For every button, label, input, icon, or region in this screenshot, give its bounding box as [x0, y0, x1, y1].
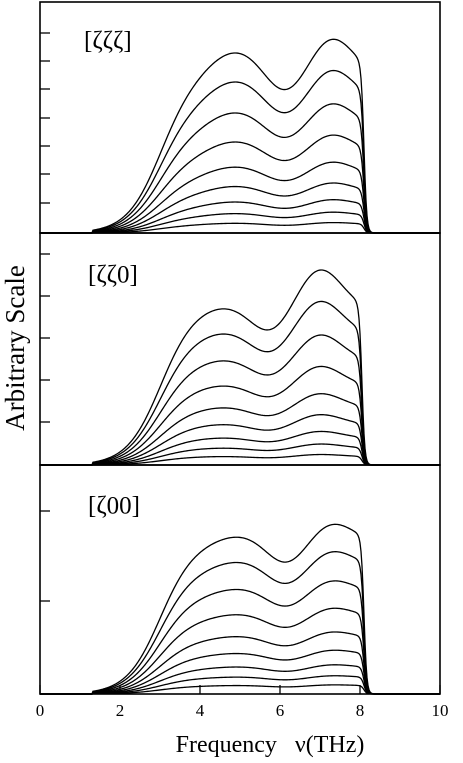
- series-line-6: [40, 134, 440, 234]
- x-axis-label: Frequency ν(THz): [176, 732, 365, 758]
- series-line-9: [40, 523, 440, 695]
- panel-1: [ζζζ]: [39, 1, 441, 234]
- series-line-5: [40, 161, 440, 234]
- series-line-9: [40, 269, 440, 466]
- series-line-8: [40, 300, 440, 466]
- series-line-7: [40, 334, 440, 466]
- series-line-9: [40, 38, 440, 234]
- panel-3: [ζ00]: [39, 464, 441, 695]
- panel-frame: [39, 464, 441, 695]
- x-tick-label: 8: [356, 701, 365, 720]
- series-line-5: [40, 393, 440, 466]
- series-line-8: [40, 69, 440, 234]
- series-line-5: [40, 631, 440, 695]
- x-tick-label: 10: [432, 701, 449, 720]
- panel-2: [ζζ0]: [39, 232, 441, 466]
- x-tick-labels: 0 2 4 6 8 10: [36, 701, 449, 720]
- x-tick-label: 0: [36, 701, 45, 720]
- x-tick-label: 4: [196, 701, 205, 720]
- panel-label: [ζ00]: [88, 493, 140, 520]
- series-line-4: [40, 182, 440, 234]
- y-axis-label: Arbitrary Scale: [0, 265, 30, 431]
- panels: [ζζζ] [ζζ0] [ζ00]: [39, 1, 441, 695]
- panel-label: [ζζζ]: [84, 28, 132, 55]
- x-tick-label: 6: [276, 701, 285, 720]
- series-line-3: [40, 199, 440, 234]
- series-line-4: [40, 649, 440, 695]
- series-line-6: [40, 365, 440, 466]
- series-line-8: [40, 551, 440, 695]
- series-line-6: [40, 607, 440, 695]
- x-tick-label: 2: [116, 701, 125, 720]
- panel-label: [ζζ0]: [88, 262, 138, 289]
